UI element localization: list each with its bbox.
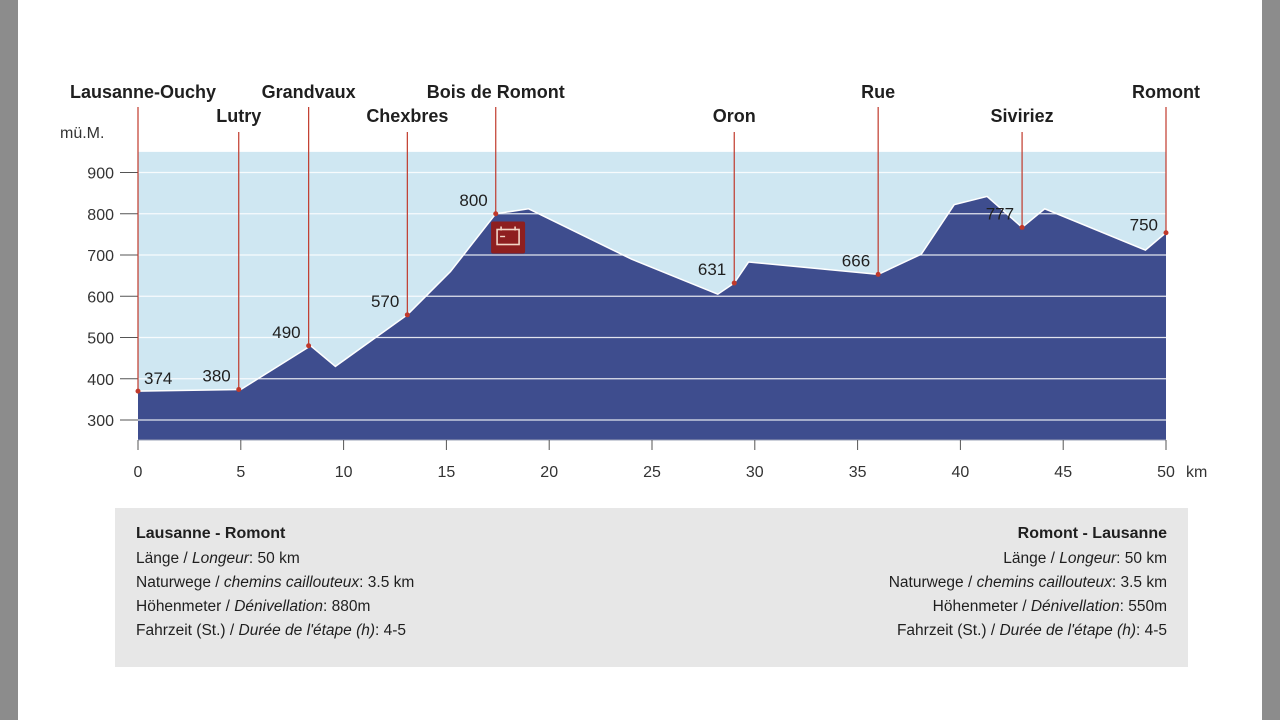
station-marker	[1019, 224, 1025, 230]
info-value: : 550m	[1119, 598, 1167, 615]
station-name: Romont	[1132, 82, 1200, 102]
grid-lines	[138, 171, 1166, 421]
station-marker	[135, 388, 141, 394]
info-label-fr: Longeur	[1059, 550, 1117, 567]
y-tick-label: 800	[87, 207, 114, 224]
station-name: Lutry	[216, 106, 261, 126]
icon-frame	[496, 228, 520, 246]
station-name: Lausanne-Ouchy	[70, 82, 216, 102]
y-tick-label: 300	[87, 413, 114, 430]
route-info-left: Lausanne - Romont Länge / Longeur: 50 km…	[136, 525, 414, 641]
x-tick-label: 20	[540, 464, 558, 481]
station-name: Rue	[861, 82, 895, 102]
info-value: : 3.5 km	[359, 574, 415, 591]
station-markers: Lausanne-Ouchy 374 Lutry 380 Grandvaux 490 Che…	[70, 82, 1200, 394]
x-unit-label: km	[1186, 464, 1207, 481]
info-value: : 50 km	[248, 550, 300, 567]
elevation-label: 800	[459, 191, 487, 210]
station-name: Grandvaux	[262, 82, 356, 102]
y-tick-label: 600	[87, 289, 114, 306]
station-name: Bois de Romont	[427, 82, 565, 102]
info-label-fr: Dénivellation	[1030, 598, 1120, 615]
info-label-fr: chemins caillouteux	[223, 574, 360, 591]
x-tick-label: 15	[438, 464, 456, 481]
elevation-label: 570	[371, 292, 399, 311]
route-info-box: Lausanne - Romont Länge / Longeur: 50 km…	[115, 508, 1188, 667]
elevation-label: 666	[842, 251, 870, 270]
y-tick-label: 900	[87, 166, 114, 183]
station-marker	[1163, 230, 1169, 236]
station-marker	[875, 271, 881, 277]
station-marker	[731, 280, 737, 286]
info-value: : 880m	[322, 598, 371, 615]
axis-ticks: 300 400 500 600 700 800 900 0 5 10 15 20 25 30 35 40 45 5…	[87, 166, 1207, 482]
info-label: Fahrzeit (St.) /	[896, 622, 1000, 639]
station-marker	[493, 211, 499, 217]
info-value: : 3.5 km	[1111, 574, 1167, 591]
x-tick-label: 45	[1054, 464, 1072, 481]
station-name: Oron	[713, 106, 756, 126]
info-label: Naturwege /	[888, 574, 977, 591]
info-label: Höhenmeter /	[932, 598, 1031, 615]
elevation-label: 777	[986, 204, 1014, 223]
elevation-label: 490	[272, 323, 300, 342]
route-info-row: Höhenmeter / Dénivellation: 880m	[136, 597, 414, 617]
x-tick-label: 40	[952, 464, 970, 481]
route-info-row: Höhenmeter / Dénivellation: 550m	[889, 597, 1167, 617]
info-value: : 50 km	[1116, 550, 1167, 567]
y-axis-label: mü.M.	[60, 125, 104, 142]
route-info-row: Naturwege / chemins caillouteux: 3.5 km	[889, 573, 1167, 593]
route-info-row: Naturwege / chemins caillouteux: 3.5 km	[136, 573, 414, 593]
route-info-row: Fahrzeit (St.) / Durée de l'étape (h): 4…	[889, 621, 1167, 641]
y-tick-label: 500	[87, 331, 114, 348]
station-marker	[306, 343, 312, 349]
x-tick-label: 10	[335, 464, 353, 481]
station-name: Chexbres	[366, 106, 448, 126]
x-tick-label: 0	[134, 464, 143, 481]
y-tick-label: 400	[87, 372, 114, 389]
info-label: Länge /	[136, 550, 193, 567]
info-label-fr: Durée de l'étape (h)	[238, 622, 376, 639]
x-tick-label: 35	[849, 464, 867, 481]
info-label: Länge /	[1003, 550, 1060, 567]
station-name: Siviriez	[991, 106, 1054, 126]
icon-bg	[491, 221, 526, 254]
icon-layer	[491, 221, 526, 254]
route-info-row: Fahrzeit (St.) / Durée de l'étape (h): 4…	[136, 621, 414, 641]
elevation-label: 750	[1130, 216, 1158, 235]
route-title-right: Romont - Lausanne	[1017, 525, 1167, 542]
x-tick-label: 50	[1157, 464, 1175, 481]
elevation-profile-page: mü.M. 300 400 500 600 700 800 900 0 5 10 15 20 25 30 3…	[18, 0, 1262, 720]
terrain-outline	[137, 195, 1167, 392]
info-label-fr: Dénivellation	[234, 598, 323, 615]
station-marker	[236, 386, 242, 392]
elevation-label: 631	[698, 260, 726, 279]
y-tick-label: 700	[87, 248, 114, 265]
elevation-label: 374	[144, 369, 172, 388]
info-value: : 4-5	[375, 622, 407, 639]
restaurant-icon	[491, 221, 526, 254]
route-info-right: Romont - Lausanne Länge / Longeur: 50 km…	[889, 525, 1167, 641]
info-label: Fahrzeit (St.) /	[136, 622, 239, 639]
station-marker	[404, 312, 410, 318]
route-info-row: Länge / Longeur: 50 km	[889, 549, 1167, 569]
x-tick-label: 30	[746, 464, 764, 481]
info-label: Naturwege /	[136, 574, 224, 591]
info-label-fr: chemins caillouteux	[976, 574, 1112, 591]
x-tick-label: 5	[236, 464, 245, 481]
info-label-fr: Durée de l'étape (h)	[999, 622, 1136, 639]
info-label: Höhenmeter /	[136, 598, 235, 615]
info-label-fr: Longeur	[192, 550, 249, 567]
elevation-label: 380	[202, 366, 230, 385]
route-info-row: Länge / Longeur: 50 km	[136, 549, 414, 569]
route-title-left: Lausanne - Romont	[136, 525, 286, 542]
info-value: : 4-5	[1135, 622, 1167, 639]
x-tick-label: 25	[643, 464, 661, 481]
